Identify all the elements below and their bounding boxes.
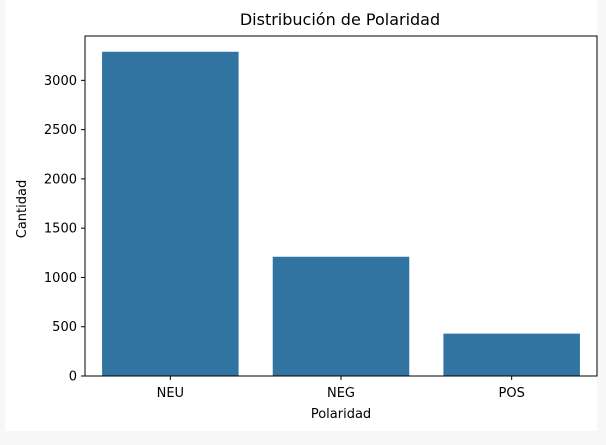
bar-pos [443, 333, 580, 376]
axes-frame [84, 35, 598, 377]
y-tick-label: 2000 [44, 172, 77, 187]
x-axis-label: Polaridad [311, 407, 371, 422]
y-tick-label: 0 [69, 370, 77, 385]
x-tick-label: POS [499, 386, 525, 401]
x-tick-label: NEG [327, 386, 355, 401]
y-tick-label: 1500 [44, 222, 77, 237]
y-tick-label: 3000 [44, 74, 77, 89]
y-tick-label: 1000 [44, 271, 77, 286]
bar-neu [102, 51, 239, 377]
y-tick-label: 500 [52, 320, 77, 335]
bars-group [102, 51, 580, 377]
chart-title: Distribución de Polaridad [240, 10, 440, 29]
y-axis-label: Cantidad [15, 180, 30, 238]
x-tick-label: NEU [157, 386, 184, 401]
bar-neg [272, 256, 410, 376]
axes-group: NEU NEG POS 0 500 1000 1500 2000 2500 3000 [44, 35, 598, 401]
y-tick-label: 2500 [44, 123, 77, 138]
